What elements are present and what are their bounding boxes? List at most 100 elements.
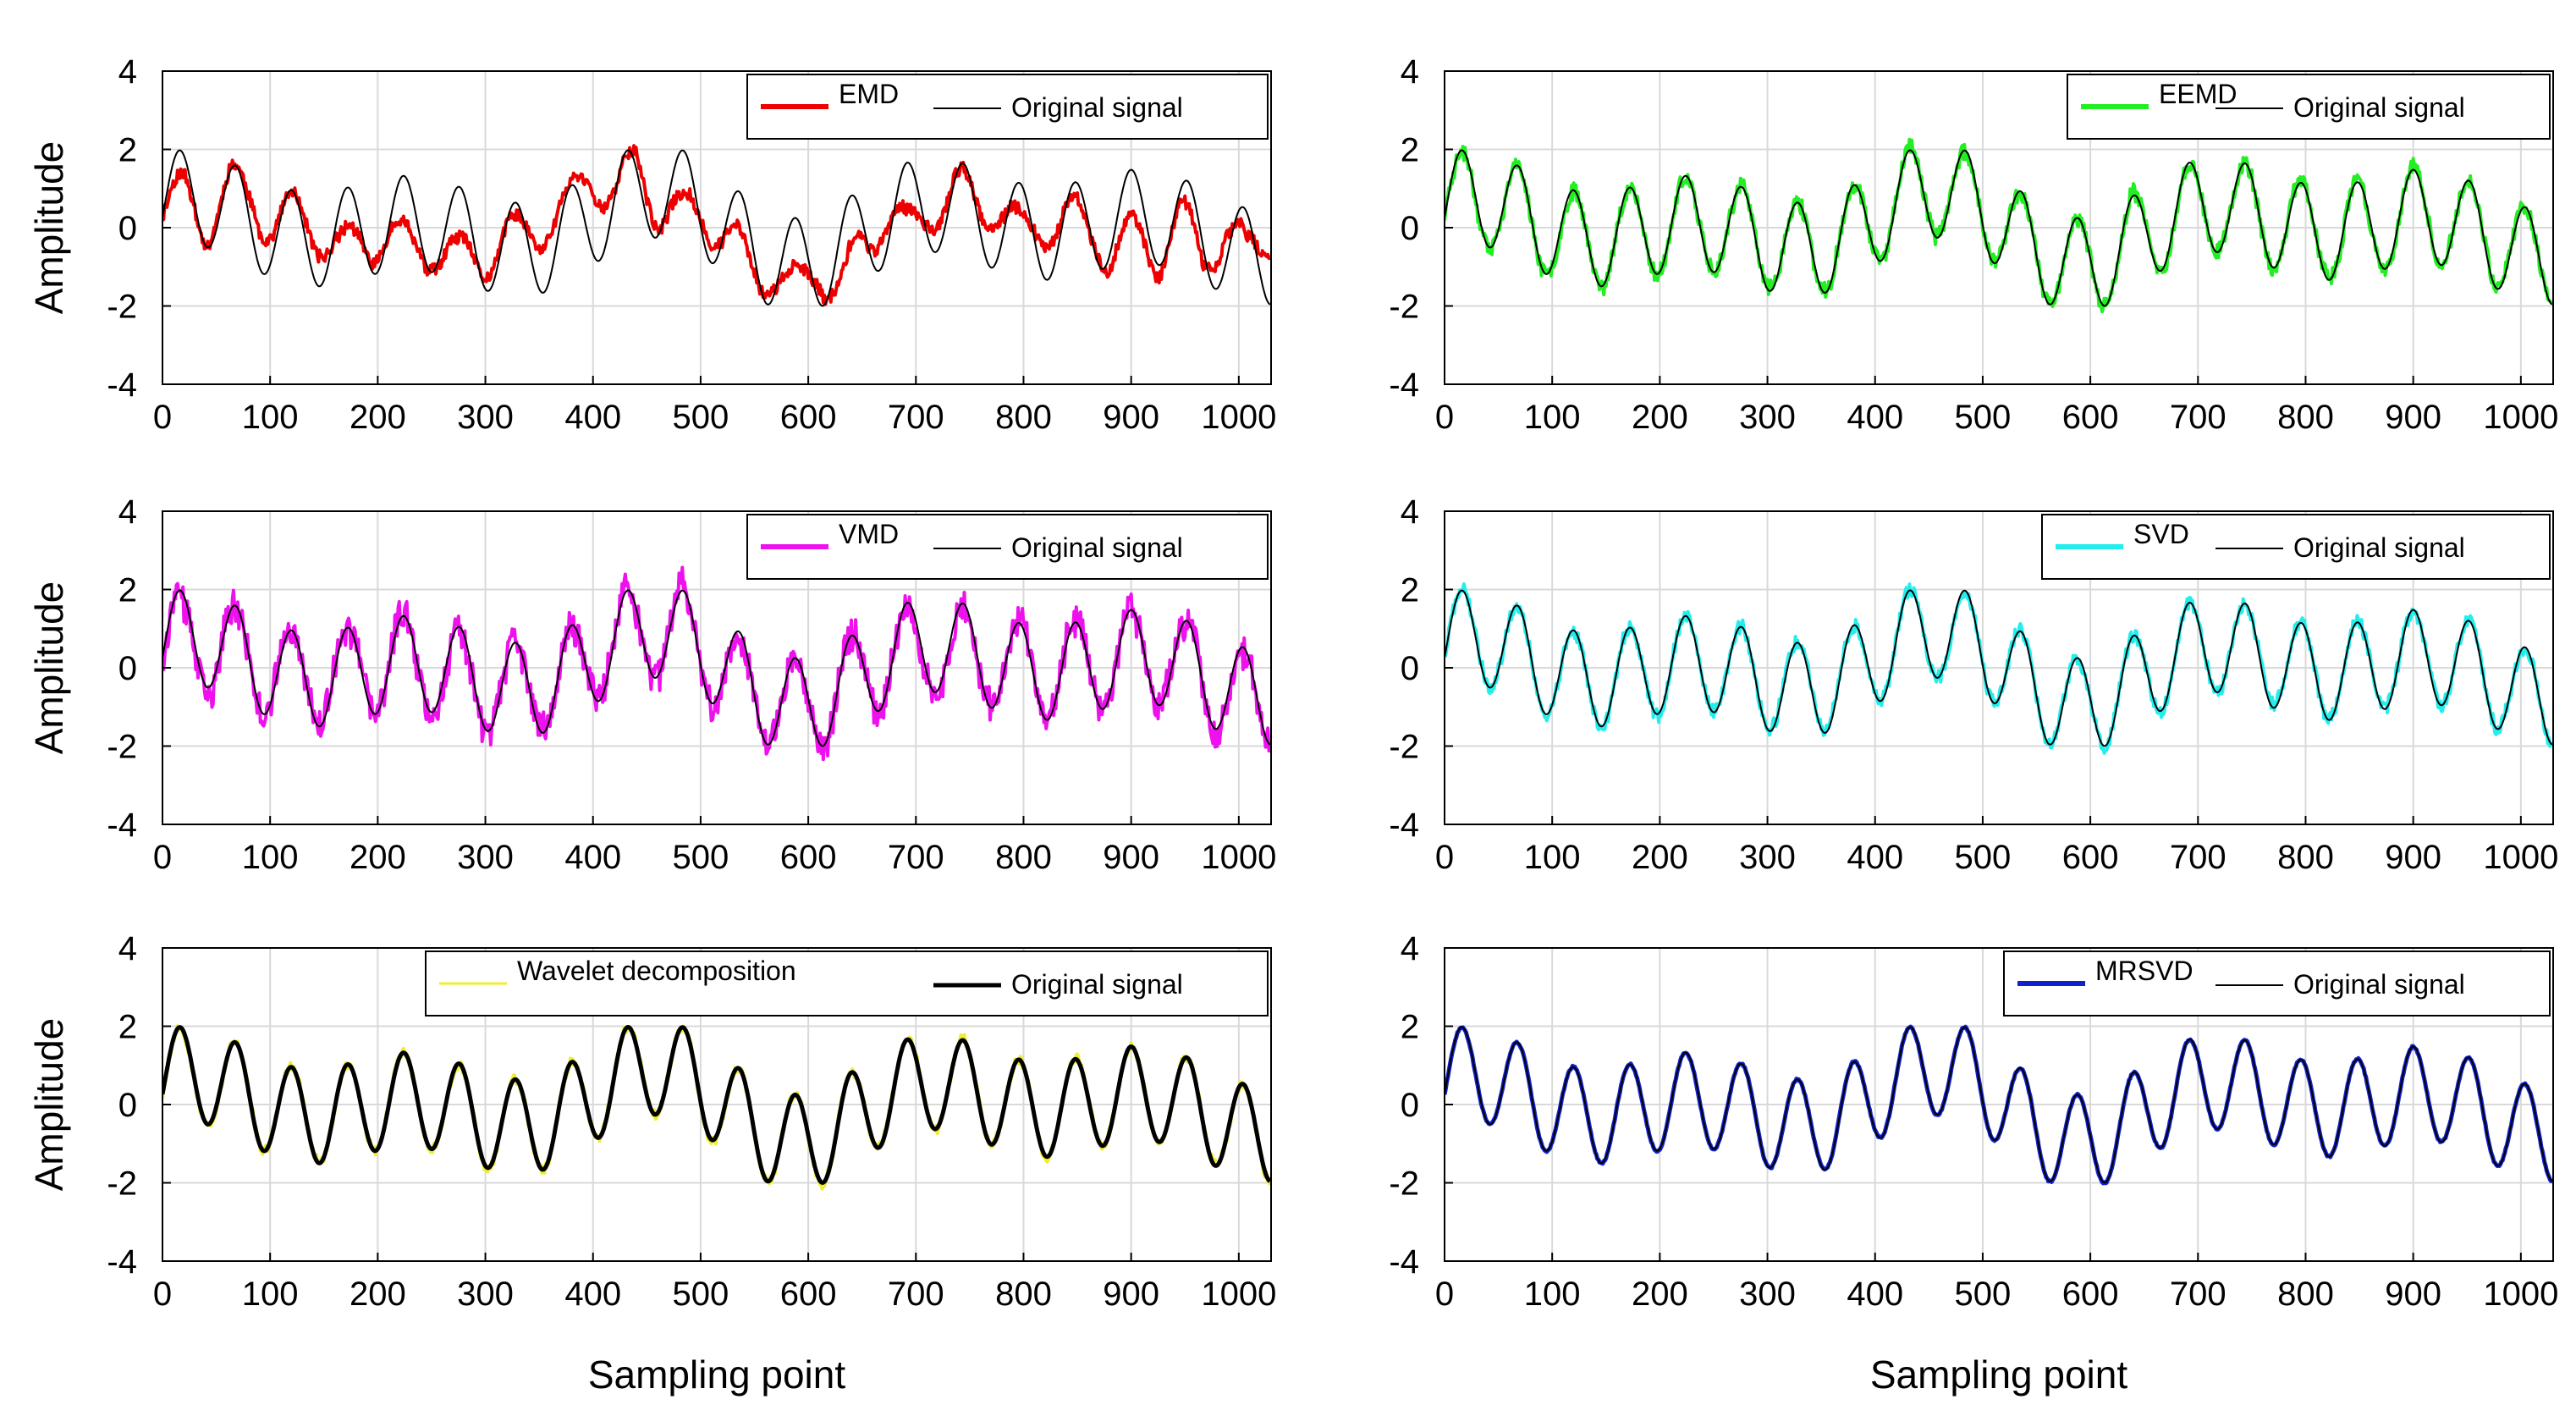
y-tick-label: 0 (118, 650, 137, 687)
x-tick-label: 900 (1103, 839, 1159, 876)
legend: EMD Original signal (746, 74, 1269, 140)
x-tick-label: 100 (1524, 1275, 1581, 1313)
y-tick-label: 0 (1401, 210, 1419, 247)
y-tick-label: 2 (1401, 572, 1419, 609)
x-tick-label: 600 (2062, 1275, 2119, 1313)
x-tick-label: 400 (564, 1275, 621, 1313)
x-tick-label: 0 (153, 1275, 172, 1313)
x-axis-title: Sampling point (588, 1353, 846, 1397)
y-tick-label: 0 (118, 210, 137, 247)
subplot-5: 0 100 200 300 400 500 600 700 800 900 1000 4 2 0 -2 -4 A… (27, 930, 1276, 1397)
legend-label-original: Original signal (1011, 532, 1183, 563)
x-tick-label: 600 (2062, 399, 2119, 436)
y-tick-label: 0 (118, 1087, 137, 1124)
y-tick-label: -2 (107, 729, 137, 766)
y-tick-label: -2 (1389, 289, 1419, 326)
x-tick-label: 200 (1632, 839, 1688, 876)
series-original-signal (162, 149, 1271, 307)
y-tick-label: 0 (1401, 650, 1419, 687)
subplot-3: 0 100 200 300 400 500 600 700 800 900 1000 4 2 0 -2 -4 A… (27, 493, 1276, 876)
legend-box (2041, 514, 2551, 580)
x-tick-label: 200 (350, 1275, 406, 1313)
legend-label-method: EEMD (2159, 79, 2237, 109)
subplot-2: 0 100 200 300 400 500 600 700 800 900 1000 4 2 0 -2 -4 E… (1389, 53, 2558, 436)
x-tick-label: 400 (1847, 839, 1903, 876)
legend-box (746, 74, 1269, 140)
y-tick-label: -4 (1389, 1243, 1419, 1281)
x-tick-label: 0 (1435, 839, 1454, 876)
x-tick-label: 400 (1847, 1275, 1903, 1313)
x-tick-label: 900 (2385, 839, 2441, 876)
x-tick-label: 1000 (1201, 1275, 1276, 1313)
x-tick-label: 400 (564, 399, 621, 436)
x-tick-label: 1000 (2483, 839, 2558, 876)
x-tick-label: 800 (995, 1275, 1052, 1313)
y-tick-label: 0 (1401, 1087, 1419, 1124)
x-tick-label: 300 (457, 1275, 514, 1313)
legend-label-original: Original signal (1011, 92, 1183, 123)
series-original-signal (1445, 589, 2553, 747)
x-tick-label: 700 (888, 399, 944, 436)
x-tick-label: 800 (2277, 1275, 2334, 1313)
y-tick-label: -4 (1389, 366, 1419, 404)
legend: Wavelet decomposition Original signal (425, 950, 1269, 1017)
x-tick-label: 300 (1739, 399, 1796, 436)
y-tick-label: -4 (107, 366, 137, 404)
x-tick-label: 800 (2277, 399, 2334, 436)
legend: MRSVD Original signal (2003, 950, 2551, 1017)
subplot-1: 0 100 200 300 400 500 600 700 800 900 1000 4 2 0 -2 -4 A… (27, 53, 1276, 436)
legend: EEMD Original signal (2067, 74, 2551, 140)
x-tick-label: 500 (673, 1275, 729, 1313)
legend-label-method: SVD (2133, 519, 2189, 549)
x-tick-label: 300 (457, 399, 514, 436)
x-axis-title: Sampling point (1870, 1353, 2128, 1397)
x-tick-label: 500 (673, 839, 729, 876)
x-tick-label: 400 (564, 839, 621, 876)
x-tick-label: 1000 (2483, 1275, 2558, 1313)
x-tick-label: 600 (780, 1275, 837, 1313)
y-axis-title: Amplitude (27, 141, 71, 315)
x-tick-label: 200 (350, 399, 406, 436)
y-tick-label: 2 (1401, 132, 1419, 169)
x-tick-label: 0 (1435, 399, 1454, 436)
legend-label-method: VMD (839, 519, 899, 549)
y-tick-label: -2 (1389, 729, 1419, 766)
series-emd (162, 144, 1271, 306)
legend-label-original: Original signal (2293, 532, 2465, 563)
x-tick-label: 700 (2170, 839, 2226, 876)
legend-label-original: Original signal (2293, 92, 2465, 123)
legend: SVD Original signal (2041, 514, 2551, 580)
x-tick-label: 200 (1632, 399, 1688, 436)
x-tick-label: 800 (995, 839, 1052, 876)
x-tick-label: 0 (153, 399, 172, 436)
y-tick-label: 4 (118, 493, 137, 531)
x-tick-label: 300 (1739, 839, 1796, 876)
x-tick-label: 400 (1847, 399, 1903, 436)
x-tick-label: 500 (1955, 839, 2012, 876)
y-axis-title: Amplitude (27, 1018, 71, 1192)
legend-label-original: Original signal (1011, 969, 1183, 1000)
x-tick-label: 500 (1955, 1275, 2012, 1313)
y-tick-label: 4 (1401, 493, 1419, 531)
x-tick-label: 700 (2170, 399, 2226, 436)
x-tick-label: 200 (1632, 1275, 1688, 1313)
x-tick-label: 300 (457, 839, 514, 876)
legend-label-method: Wavelet decomposition (517, 956, 796, 986)
y-tick-label: -2 (107, 1165, 137, 1203)
y-tick-label: 2 (118, 572, 137, 609)
subplot-6: 0 100 200 300 400 500 600 700 800 900 1000 4 2 0 -2 -4 S… (1389, 930, 2558, 1397)
y-axis-title: Amplitude (27, 581, 71, 755)
series-original-signal (1445, 1026, 2553, 1184)
y-tick-label: -4 (1389, 807, 1419, 844)
y-tick-label: 4 (118, 53, 137, 91)
series-original-signal (1445, 149, 2553, 307)
x-tick-label: 1000 (1201, 839, 1276, 876)
subplot-4: 0 100 200 300 400 500 600 700 800 900 1000 4 2 0 -2 -4 S… (1389, 493, 2558, 876)
x-tick-label: 600 (780, 399, 837, 436)
x-tick-label: 600 (2062, 839, 2119, 876)
legend-label-original: Original signal (2293, 969, 2465, 1000)
x-tick-label: 100 (1524, 839, 1581, 876)
x-tick-label: 1000 (2483, 399, 2558, 436)
series-original-signal (162, 1025, 1271, 1185)
